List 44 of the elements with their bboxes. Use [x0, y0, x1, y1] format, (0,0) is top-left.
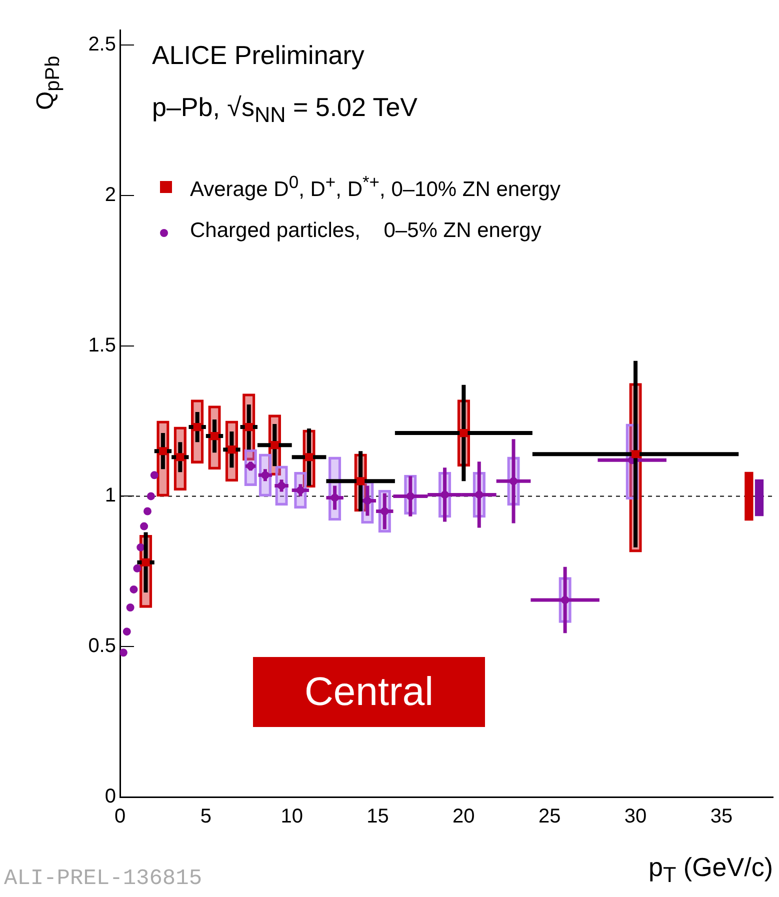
y-tick-label: 2 — [104, 184, 116, 206]
point — [133, 564, 142, 572]
legend-label: Average D$^{0}$, D$^{+}$, D$^{*+}$, 0–10% ZN energy — [190, 172, 560, 202]
point — [193, 423, 202, 432]
point — [122, 628, 131, 636]
text: ALI-PREL-136815 — [4, 866, 202, 891]
point — [140, 522, 148, 530]
point — [120, 648, 128, 657]
annotation: Central — [253, 657, 485, 727]
point — [150, 471, 158, 480]
point — [228, 446, 236, 454]
point — [176, 453, 184, 462]
point — [142, 558, 150, 566]
x-tick-label: 35 — [710, 806, 733, 828]
point — [356, 477, 365, 486]
chart-title: ALICE Preliminary — [152, 40, 364, 71]
point — [244, 423, 253, 432]
point — [304, 453, 314, 462]
point — [130, 585, 138, 594]
point — [126, 604, 134, 612]
y-tick-label: 0 — [104, 786, 116, 808]
x-tick-label: 5 — [200, 806, 212, 828]
point — [460, 429, 468, 438]
y-tick-label: 1 — [104, 484, 116, 507]
x-tick-label: 25 — [538, 806, 561, 828]
point — [146, 492, 155, 500]
point — [136, 543, 145, 552]
x-tick-label: 15 — [366, 806, 389, 828]
legend-label: Charged particles, 0–5% ZN energy — [190, 219, 542, 243]
y-tick-label: 2.5 — [88, 34, 116, 56]
point — [158, 447, 167, 456]
x-tick-label: 20 — [452, 806, 475, 828]
point — [270, 441, 279, 450]
bar — [754, 479, 764, 516]
point — [631, 450, 640, 458]
point — [210, 432, 219, 440]
x-tick-label: 10 — [280, 806, 303, 828]
y-tick-label: 0.5 — [88, 635, 116, 658]
x-axis-title: p$_{T}$ (GeV/c) — [648, 852, 773, 888]
y-tick-label: 1.5 — [88, 334, 116, 356]
x-tick-label: 30 — [624, 806, 647, 828]
text: p–Pb, √s$_{NN}$ = 5.02 TeV — [152, 92, 418, 128]
point — [380, 507, 389, 516]
point — [143, 507, 152, 516]
